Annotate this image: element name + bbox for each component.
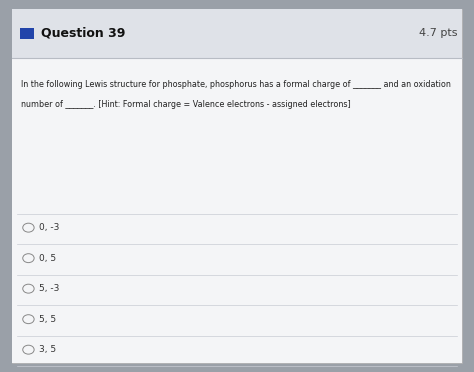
Text: 3-: 3-	[148, 84, 158, 94]
Text: :O:: :O:	[80, 106, 100, 116]
Text: 4.7 pts: 4.7 pts	[419, 29, 457, 38]
Text: number of _______. [Hint: Formal charge = Valence electrons - assigned electrons: number of _______. [Hint: Formal charge …	[21, 100, 351, 109]
Text: 5, -3: 5, -3	[39, 284, 60, 293]
Text: :O:: :O:	[80, 186, 100, 195]
Text: In the following Lewis structure for phosphate, phosphorus has a formal charge o: In the following Lewis structure for pho…	[21, 80, 451, 89]
Text: :O: :O	[120, 146, 134, 155]
Text: P: P	[85, 144, 95, 158]
Text: :O:: :O:	[43, 146, 63, 155]
Text: 0, 5: 0, 5	[39, 254, 56, 263]
Text: 3, 5: 3, 5	[39, 345, 56, 354]
Text: Question 39: Question 39	[41, 27, 125, 40]
Text: 0, -3: 0, -3	[39, 223, 60, 232]
Text: 5, 5: 5, 5	[39, 315, 56, 324]
